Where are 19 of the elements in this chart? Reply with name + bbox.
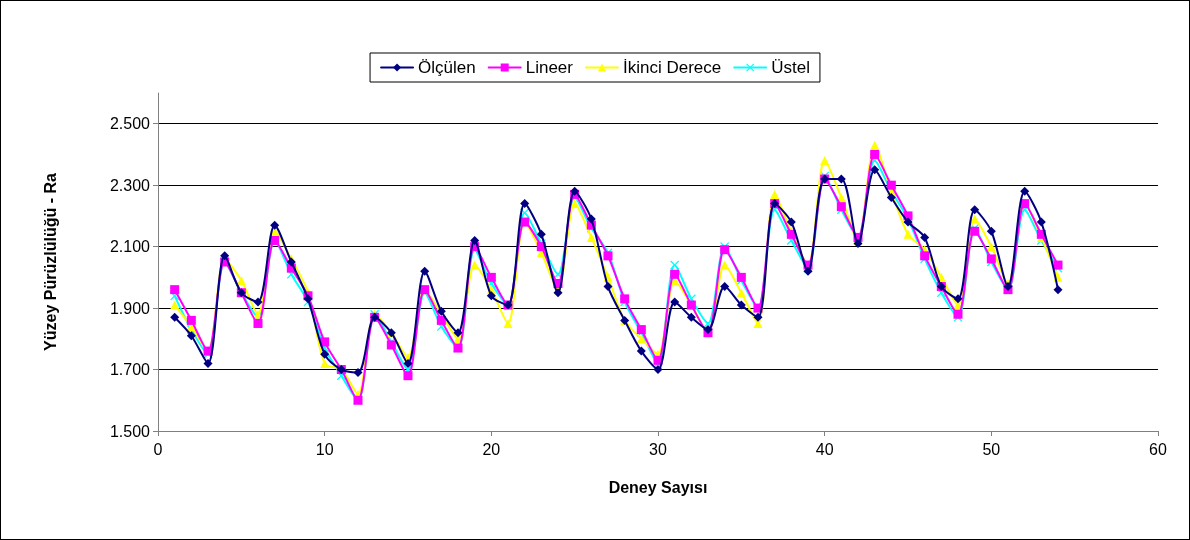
x-tick-label: 10 xyxy=(315,440,334,458)
x-tick-label: 30 xyxy=(649,440,667,458)
y-tick-label: 1.500 xyxy=(109,422,151,440)
x-tick-label: 50 xyxy=(982,440,1001,458)
x-axis-title: Deney Sayısı xyxy=(608,478,708,496)
x-tick-label: 0 xyxy=(153,440,163,458)
y-tick-label: 1.700 xyxy=(109,361,151,379)
x-tick-label: 60 xyxy=(1149,440,1167,458)
legend-label: Üstel xyxy=(771,58,810,77)
legend-label: İkinci Derece xyxy=(622,58,722,77)
y-tick-label: 2.500 xyxy=(109,115,151,133)
x-tick-label: 20 xyxy=(482,440,501,458)
legend-label: Ölçülen xyxy=(418,58,476,77)
y-tick-label: 2.100 xyxy=(109,238,151,256)
legend-label: Lineer xyxy=(525,58,574,77)
y-tick-label: 1.900 xyxy=(109,299,151,317)
x-tick-label: 40 xyxy=(815,440,834,458)
y-axis-title: Yüzey Pürüzlülüğü - Ra xyxy=(41,173,59,351)
y-tick-label: 2.300 xyxy=(109,176,151,194)
